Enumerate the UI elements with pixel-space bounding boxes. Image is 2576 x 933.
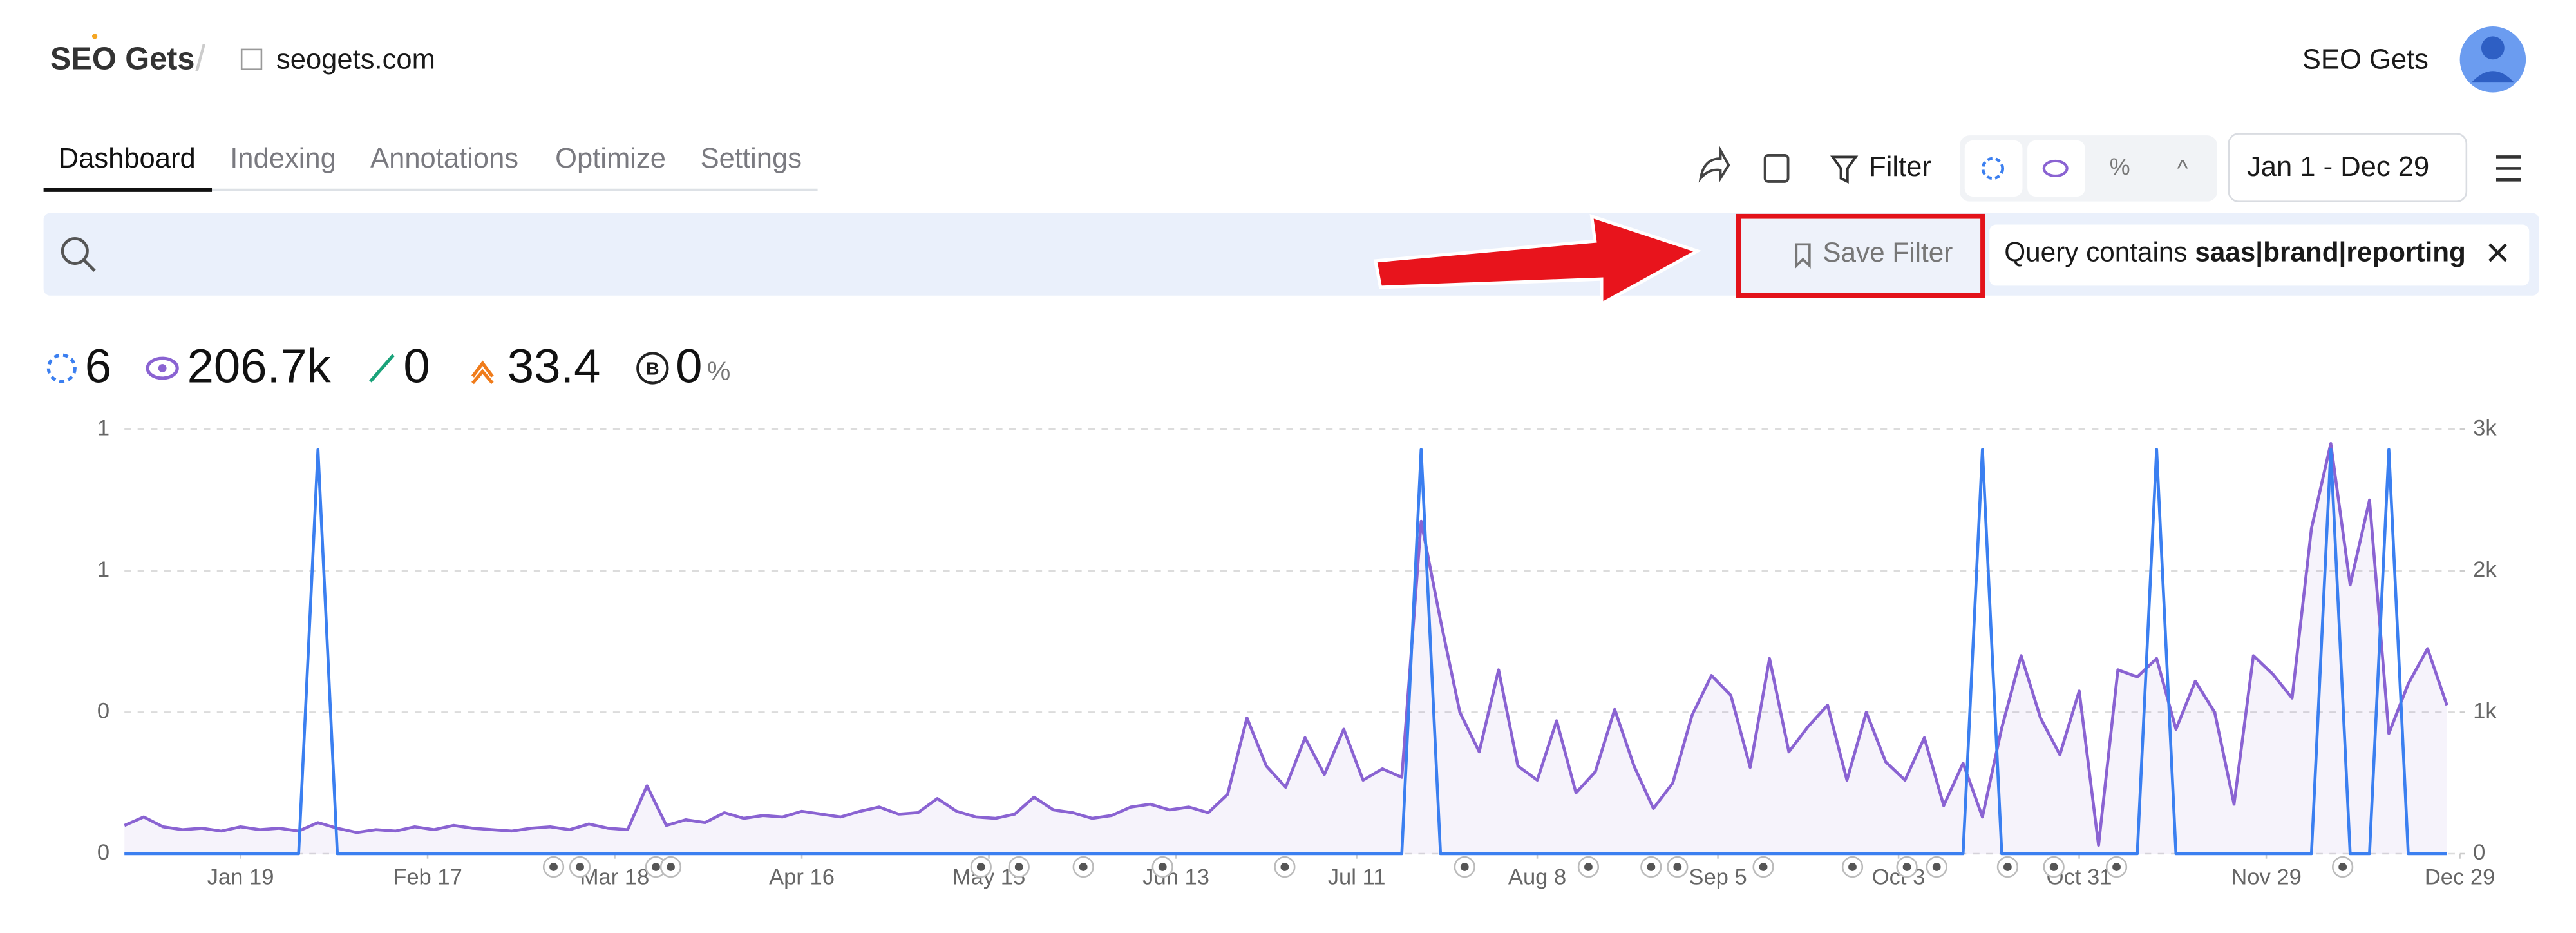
x-tick-label: Dec 29	[2425, 865, 2496, 890]
line	[124, 448, 2447, 856]
separator: /	[195, 38, 205, 79]
date-picker[interactable]	[2228, 133, 2468, 202]
bookmark-icon	[1795, 243, 1811, 269]
red-arrow	[1373, 214, 1701, 307]
annotation-dot	[1647, 863, 1656, 871]
x-tick-label: Feb 17	[393, 865, 462, 890]
y2-tick-label: 2k	[2473, 557, 2497, 582]
x-tick-label: Jan 19	[207, 865, 274, 890]
save-filter-button[interactable]: Save Filter	[1823, 237, 1953, 267]
share-button[interactable]	[1698, 145, 1730, 183]
annotation-dot	[1932, 863, 1941, 871]
annotation-dot	[2049, 863, 2058, 871]
annotation-dot	[2112, 863, 2121, 871]
filter-button[interactable]: Filter	[1869, 151, 1931, 182]
ctr-value: 0	[403, 340, 430, 393]
y2-tick-label: 0	[2473, 840, 2485, 865]
toggle-position[interactable]: ^	[2177, 155, 2188, 181]
area	[124, 443, 2447, 854]
avatar-body	[2471, 71, 2515, 83]
toggle-ctr[interactable]: %	[2110, 154, 2130, 180]
toggle-impressions[interactable]	[2027, 140, 2085, 197]
logo[interactable]: SEO Gets	[50, 42, 195, 77]
impressions-icon-pupil	[158, 364, 167, 372]
x-tick-label: Jul 11	[1328, 865, 1386, 890]
annotation-dot	[2338, 863, 2347, 871]
toggle-clicks[interactable]	[1964, 140, 2023, 197]
clicks-icon	[1981, 157, 2005, 180]
tab[interactable]: Settings	[701, 143, 802, 174]
x-tick-label: Nov 29	[2231, 865, 2302, 890]
annotation-dot	[549, 863, 558, 871]
x-tick-label: Mar 18	[580, 865, 650, 890]
tab[interactable]: Dashboard	[59, 143, 196, 174]
position-value: 33.4	[507, 340, 601, 393]
annotation-dot	[1158, 863, 1167, 871]
annotation-dot	[1759, 863, 1768, 871]
menu-button[interactable]	[2496, 155, 2521, 182]
annotation-dot	[576, 863, 584, 871]
y-tick-label: 0	[97, 840, 109, 865]
tab[interactable]: Optimize	[555, 143, 666, 174]
annotation-dot	[652, 863, 660, 871]
tab[interactable]: Annotations	[370, 143, 518, 174]
annotation-dot	[1079, 863, 1088, 871]
annotation-dot	[1584, 863, 1593, 871]
site-name[interactable]: seogets.com	[276, 44, 435, 75]
filter-chip	[1989, 224, 2530, 286]
ctr-icon	[369, 354, 395, 383]
position-icon	[471, 360, 494, 385]
brand-icon-letter: B	[646, 358, 659, 379]
annotation-dot	[1848, 863, 1857, 871]
annotation-dot	[2003, 863, 2012, 871]
metric-toggle-group	[1960, 135, 2217, 202]
annotation-dot	[667, 863, 675, 871]
x-tick-label: Sep 5	[1689, 865, 1747, 890]
account-name[interactable]: SEO Gets	[2302, 44, 2429, 75]
tab[interactable]: Indexing	[230, 143, 336, 174]
annotation-dot	[1673, 863, 1682, 871]
line	[124, 441, 2448, 847]
site-icon	[240, 48, 263, 70]
filter-prefix: Query contains	[2004, 237, 2195, 267]
y2-tick-label: 3k	[2473, 416, 2497, 440]
y-tick-label: 1	[97, 557, 109, 582]
clicks-total: 6	[85, 340, 111, 393]
x-tick-label: Apr 16	[769, 865, 835, 890]
filter-icon	[1830, 155, 1859, 184]
annotation-dot	[1280, 863, 1289, 871]
avatar-head	[2481, 36, 2505, 60]
note-button[interactable]	[1763, 153, 1790, 183]
y2-tick-label: 1k	[2473, 699, 2497, 724]
annotation-dot	[1902, 863, 1911, 871]
search-icon	[61, 237, 89, 265]
eye-icon	[2042, 159, 2069, 177]
filter-chip-text: Query contains saas|brand|reporting	[2004, 237, 2466, 268]
annotation-dot	[1014, 863, 1023, 871]
brand-icon	[636, 352, 669, 385]
annotation-dot	[976, 863, 985, 871]
x-tick-label: Aug 8	[1508, 865, 1566, 890]
y-tick-label: 0	[97, 699, 109, 724]
clicks-icon	[46, 353, 77, 383]
remove-filter[interactable]	[2488, 243, 2508, 262]
impressions-icon	[146, 356, 179, 380]
filter-value: saas|brand|reporting	[2195, 237, 2466, 268]
y-tick-label: 1	[97, 416, 109, 440]
save-filter-highlight[interactable]	[1736, 213, 1985, 298]
brand-value: 0	[676, 340, 702, 393]
date-range: Jan 1 - Dec 29	[2247, 151, 2429, 182]
search-icon-handle	[82, 259, 96, 272]
annotation-dot	[1460, 863, 1469, 871]
logo-spark	[91, 34, 98, 39]
brand-unit: %	[707, 356, 730, 386]
impressions-total: 206.7k	[187, 340, 332, 393]
